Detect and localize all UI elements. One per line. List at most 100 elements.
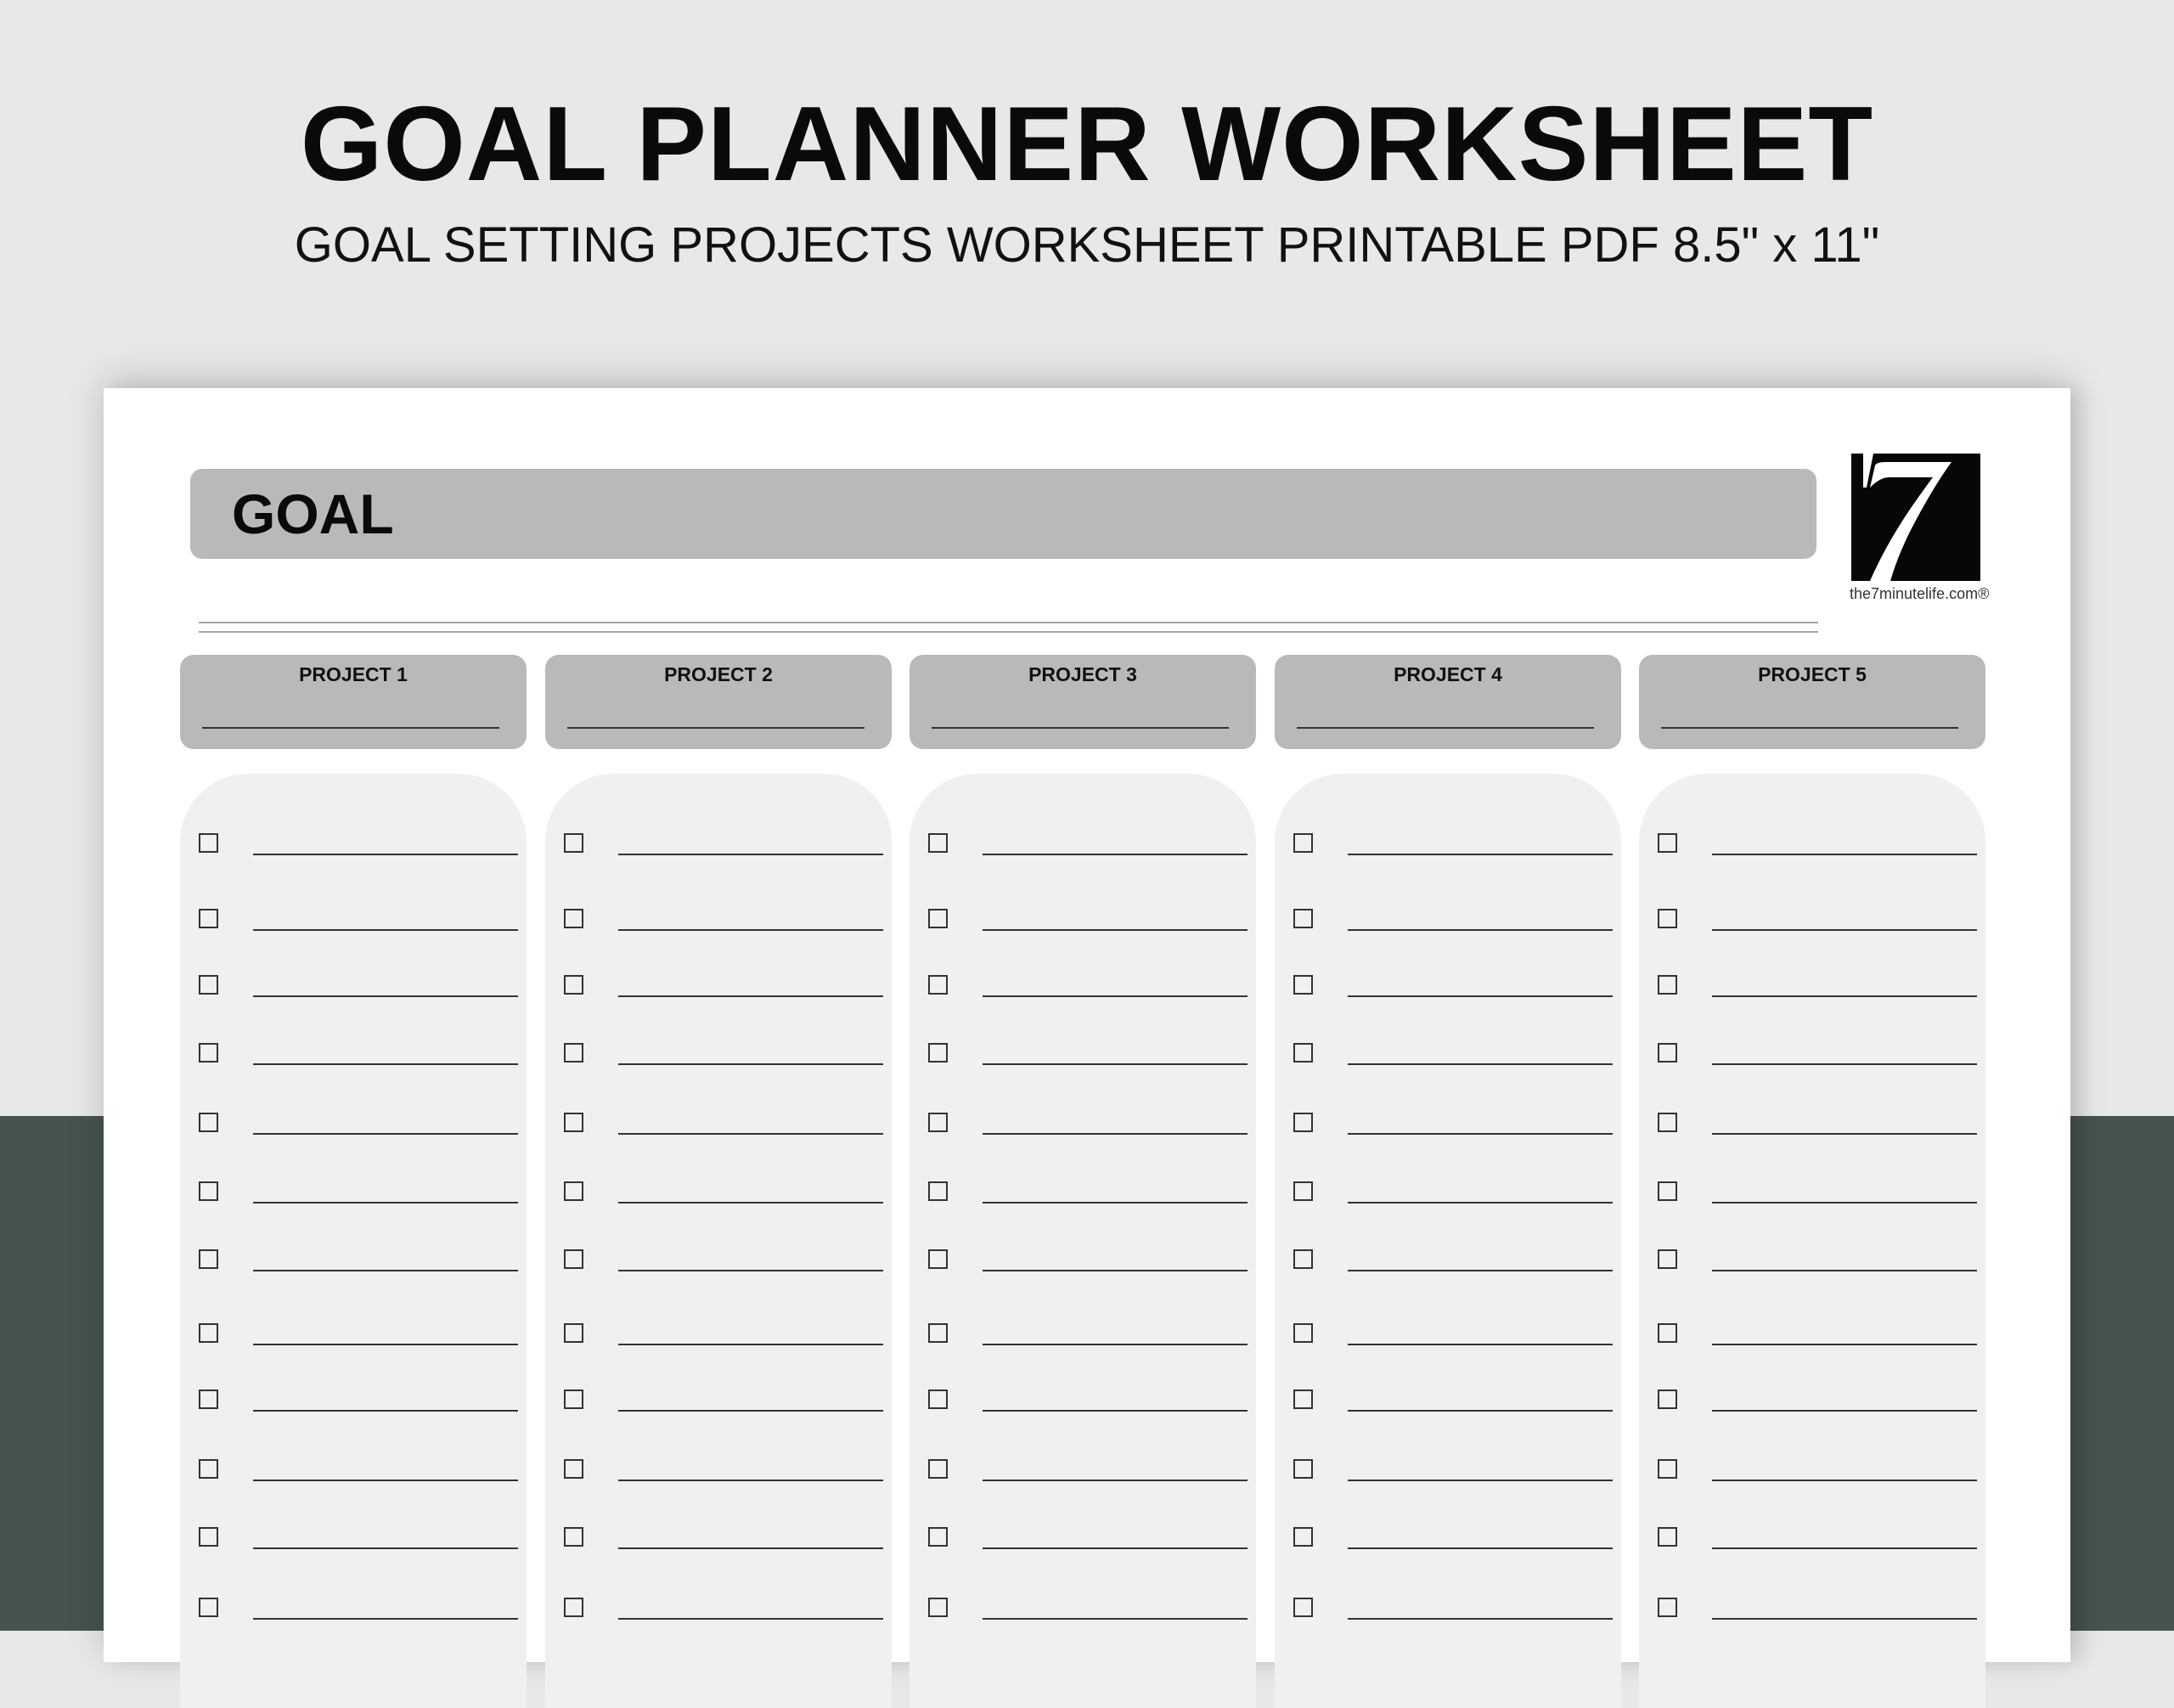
task-checkbox[interactable] bbox=[1293, 1323, 1313, 1343]
task-checkbox[interactable] bbox=[1293, 1113, 1313, 1132]
task-line[interactable] bbox=[1348, 1480, 1613, 1481]
task-checkbox[interactable] bbox=[1293, 833, 1313, 853]
task-checkbox[interactable] bbox=[1293, 975, 1313, 995]
task-line[interactable] bbox=[983, 1202, 1248, 1203]
task-checkbox[interactable] bbox=[928, 833, 948, 853]
task-line[interactable] bbox=[253, 929, 518, 931]
task-checkbox[interactable] bbox=[1293, 1390, 1313, 1409]
task-checkbox[interactable] bbox=[1658, 1390, 1677, 1409]
task-checkbox[interactable] bbox=[928, 975, 948, 995]
task-line[interactable] bbox=[983, 1063, 1248, 1065]
task-line[interactable] bbox=[983, 1618, 1248, 1620]
task-line[interactable] bbox=[1712, 1202, 1977, 1203]
task-checkbox[interactable] bbox=[199, 1323, 218, 1343]
task-checkbox[interactable] bbox=[564, 909, 583, 928]
task-line[interactable] bbox=[983, 995, 1248, 997]
task-line[interactable] bbox=[1712, 1063, 1977, 1065]
task-checkbox[interactable] bbox=[1293, 1527, 1313, 1547]
task-checkbox[interactable] bbox=[928, 1181, 948, 1201]
task-line[interactable] bbox=[1712, 1270, 1977, 1271]
task-line[interactable] bbox=[253, 1547, 518, 1549]
task-checkbox[interactable] bbox=[1658, 1249, 1677, 1269]
task-checkbox[interactable] bbox=[199, 909, 218, 928]
task-line[interactable] bbox=[1348, 1618, 1613, 1620]
task-line[interactable] bbox=[983, 1270, 1248, 1271]
task-checkbox[interactable] bbox=[928, 1390, 948, 1409]
task-checkbox[interactable] bbox=[1293, 1598, 1313, 1617]
task-line[interactable] bbox=[253, 854, 518, 855]
task-line[interactable] bbox=[253, 995, 518, 997]
task-checkbox[interactable] bbox=[564, 1323, 583, 1343]
task-line[interactable] bbox=[618, 1410, 883, 1412]
task-line[interactable] bbox=[618, 929, 883, 931]
project-2-header[interactable]: PROJECT 2 bbox=[545, 655, 892, 749]
task-checkbox[interactable] bbox=[199, 833, 218, 853]
task-line[interactable] bbox=[618, 1270, 883, 1271]
task-line[interactable] bbox=[1348, 929, 1613, 931]
task-line[interactable] bbox=[618, 1480, 883, 1481]
task-line[interactable] bbox=[1348, 854, 1613, 855]
task-checkbox[interactable] bbox=[928, 1113, 948, 1132]
task-line[interactable] bbox=[983, 1410, 1248, 1412]
task-checkbox[interactable] bbox=[928, 1527, 948, 1547]
task-checkbox[interactable] bbox=[928, 1043, 948, 1063]
task-line[interactable] bbox=[618, 854, 883, 855]
task-line[interactable] bbox=[253, 1270, 518, 1271]
project-5-header[interactable]: PROJECT 5 bbox=[1639, 655, 1985, 749]
task-checkbox[interactable] bbox=[1658, 1527, 1677, 1547]
task-line[interactable] bbox=[253, 1480, 518, 1481]
task-checkbox[interactable] bbox=[564, 1527, 583, 1547]
task-checkbox[interactable] bbox=[564, 1390, 583, 1409]
task-checkbox[interactable] bbox=[1658, 1181, 1677, 1201]
task-line[interactable] bbox=[983, 1547, 1248, 1549]
task-line[interactable] bbox=[253, 1202, 518, 1203]
project-1-header[interactable]: PROJECT 1 bbox=[180, 655, 527, 749]
task-checkbox[interactable] bbox=[564, 1113, 583, 1132]
task-line[interactable] bbox=[1348, 1202, 1613, 1203]
task-line[interactable] bbox=[1348, 1133, 1613, 1135]
task-line[interactable] bbox=[1712, 995, 1977, 997]
task-line[interactable] bbox=[618, 1547, 883, 1549]
task-checkbox[interactable] bbox=[564, 1249, 583, 1269]
task-checkbox[interactable] bbox=[1658, 1598, 1677, 1617]
task-checkbox[interactable] bbox=[1293, 1249, 1313, 1269]
task-checkbox[interactable] bbox=[564, 975, 583, 995]
task-checkbox[interactable] bbox=[1293, 1459, 1313, 1479]
task-checkbox[interactable] bbox=[928, 1249, 948, 1269]
task-checkbox[interactable] bbox=[199, 1527, 218, 1547]
task-line[interactable] bbox=[618, 1202, 883, 1203]
task-checkbox[interactable] bbox=[199, 1113, 218, 1132]
task-checkbox[interactable] bbox=[1658, 975, 1677, 995]
task-line[interactable] bbox=[1348, 1063, 1613, 1065]
task-checkbox[interactable] bbox=[1658, 1459, 1677, 1479]
task-checkbox[interactable] bbox=[199, 1598, 218, 1617]
task-checkbox[interactable] bbox=[1658, 1323, 1677, 1343]
task-line[interactable] bbox=[1712, 1133, 1977, 1135]
task-checkbox[interactable] bbox=[564, 1043, 583, 1063]
task-line[interactable] bbox=[1348, 1344, 1613, 1345]
task-checkbox[interactable] bbox=[928, 1459, 948, 1479]
task-checkbox[interactable] bbox=[199, 1459, 218, 1479]
task-line[interactable] bbox=[1348, 1270, 1613, 1271]
task-line[interactable] bbox=[1348, 995, 1613, 997]
task-line[interactable] bbox=[1348, 1410, 1613, 1412]
task-checkbox[interactable] bbox=[1658, 1043, 1677, 1063]
task-checkbox[interactable] bbox=[1658, 833, 1677, 853]
task-line[interactable] bbox=[1348, 1547, 1613, 1549]
task-line[interactable] bbox=[253, 1618, 518, 1620]
task-line[interactable] bbox=[253, 1133, 518, 1135]
task-checkbox[interactable] bbox=[564, 833, 583, 853]
task-checkbox[interactable] bbox=[199, 1390, 218, 1409]
task-checkbox[interactable] bbox=[564, 1181, 583, 1201]
task-line[interactable] bbox=[618, 995, 883, 997]
task-checkbox[interactable] bbox=[199, 1043, 218, 1063]
task-checkbox[interactable] bbox=[1293, 1181, 1313, 1201]
task-checkbox[interactable] bbox=[1658, 1113, 1677, 1132]
task-line[interactable] bbox=[983, 854, 1248, 855]
task-checkbox[interactable] bbox=[199, 975, 218, 995]
task-line[interactable] bbox=[1712, 854, 1977, 855]
task-checkbox[interactable] bbox=[564, 1598, 583, 1617]
task-line[interactable] bbox=[253, 1063, 518, 1065]
task-line[interactable] bbox=[1712, 1410, 1977, 1412]
task-checkbox[interactable] bbox=[1293, 909, 1313, 928]
